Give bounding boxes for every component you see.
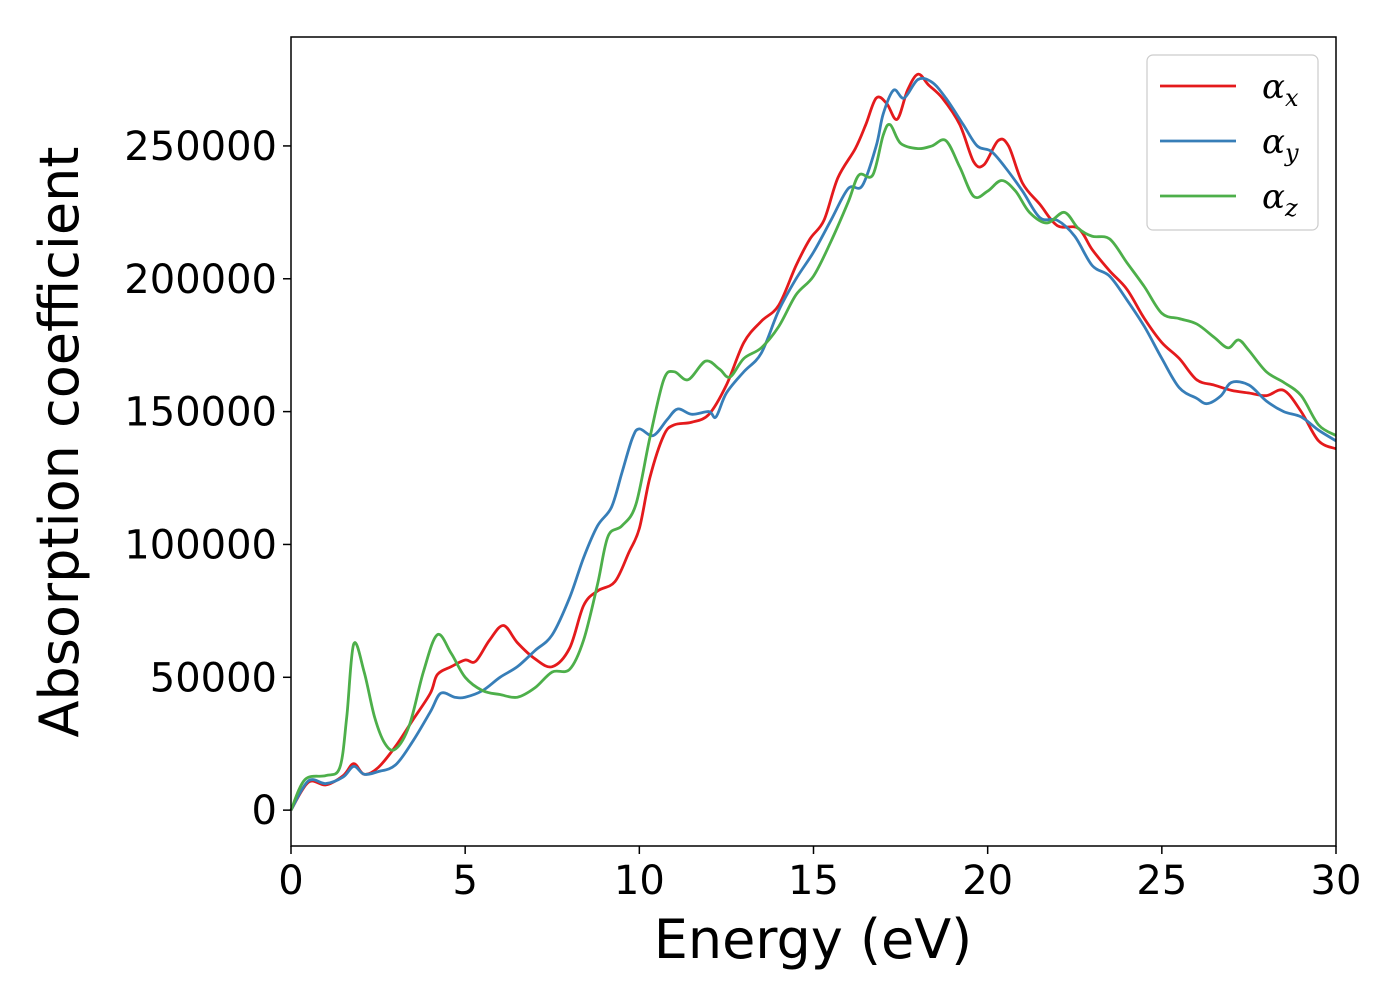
x-tick-label: 15 [788,858,839,904]
x-tick-label: 25 [1136,858,1187,904]
y-axis-label: Absorption coefficient [28,147,91,738]
x-tick-label: 0 [278,858,303,904]
y-tick-label: 150000 [124,390,277,436]
x-axis-ticks: 0 5 10 15 20 25 30 [278,846,1361,904]
series-line-y [289,76,1337,811]
series-line-x [289,72,1337,811]
series-line-z [289,123,1337,811]
x-tick-label: 5 [452,858,477,904]
x-tick-label: 10 [614,858,665,904]
y-tick-label: 100000 [124,522,277,568]
y-tick-label: 0 [252,788,277,834]
y-tick-label: 250000 [124,124,277,170]
y-tick-label: 50000 [150,655,277,701]
y-axis-ticks: 0 50000 100000 150000 200000 250000 [124,124,291,834]
x-tick-label: 20 [962,858,1013,904]
legend-box [1146,54,1319,231]
x-tick-label: 30 [1311,858,1362,904]
x-axis-label: Energy (eV) [654,908,973,971]
y-tick-label: 200000 [124,257,277,303]
series-lines [289,72,1337,811]
